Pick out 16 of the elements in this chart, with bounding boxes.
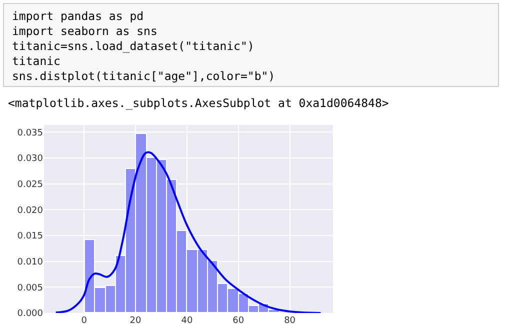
x-tick-label: 60 xyxy=(232,316,244,326)
y-tick-label: 0.020 xyxy=(17,206,44,216)
y-tick-label: 0.035 xyxy=(17,128,43,138)
x-tick-label: 20 xyxy=(130,316,142,326)
text: <matplotlib.axes._subplots.AxesSubplot at 0xa1d0064848> xyxy=(8,96,389,111)
x-tick-label: 0 xyxy=(81,316,88,326)
y-tick-label: 0.005 xyxy=(17,283,43,294)
y-tick-label: 0.015 xyxy=(17,232,43,242)
line-series xyxy=(54,152,322,313)
y-tick-label: 0.010 xyxy=(17,258,44,268)
y-tick-label: 0.000 xyxy=(17,309,44,320)
x-tick-label: 40 xyxy=(181,316,193,326)
x-tick-label: 80 xyxy=(284,316,296,326)
y-tick-label: 0.030 xyxy=(17,154,44,164)
y-tick-label: 0.025 xyxy=(17,180,43,190)
code-cell: import pandas as pd import seaborn as sns titanic=sns.load_dataset("titanic") titanic sns.distplot(titanic["age"],color="b") xyxy=(3,3,499,87)
